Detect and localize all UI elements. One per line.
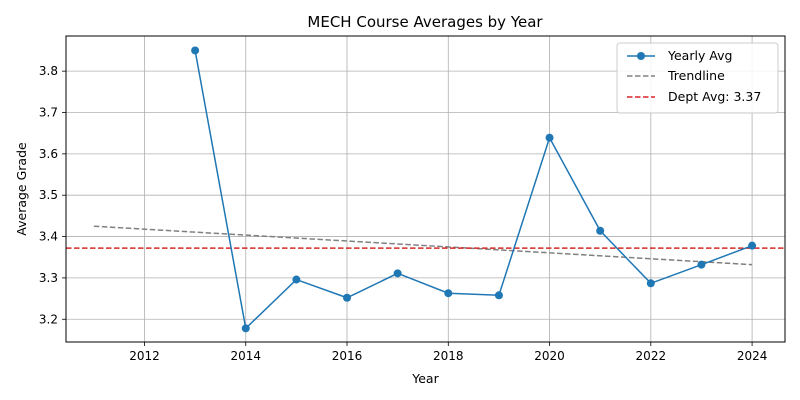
legend-label-dept-avg: Dept Avg: 3.37 (668, 89, 761, 104)
yearly-avg-point (596, 226, 605, 235)
yearly-avg-point (494, 291, 503, 300)
legend-label-trendline: Trendline (667, 68, 725, 83)
yearly-avg-point (292, 275, 301, 284)
chart-title: MECH Course Averages by Year (307, 13, 543, 31)
x-tick-label: 2018 (433, 349, 464, 363)
y-tick-label: 3.2 (39, 312, 58, 326)
yearly-avg-point (393, 269, 402, 278)
yearly-avg-point (444, 289, 453, 298)
yearly-avg-point (343, 293, 352, 302)
x-tick-label: 2022 (636, 349, 667, 363)
x-tick-label: 2014 (230, 349, 261, 363)
y-tick-label: 3.5 (39, 188, 58, 202)
x-tick-label: 2020 (534, 349, 565, 363)
legend: Yearly Avg Trendline Dept Avg: 3.37 (616, 42, 779, 114)
yearly-avg-line (194, 50, 753, 330)
x-tick-label: 2024 (737, 349, 768, 363)
trendline (93, 225, 753, 266)
legend-box (616, 42, 779, 114)
yearly-avg-point (241, 324, 250, 333)
yearly-avg-point (697, 260, 706, 269)
x-tick-label: 2012 (129, 349, 160, 363)
y-tick-label: 3.8 (39, 64, 58, 78)
yearly-avg-point (545, 133, 554, 142)
y-tick-label: 3.4 (39, 230, 58, 244)
plot-frame (65, 35, 786, 343)
y-tick-label: 3.3 (39, 271, 58, 285)
legend-label-yearly-avg: Yearly Avg (667, 48, 732, 63)
yearly-avg-point (191, 46, 200, 55)
legend-marker-yearly-avg (637, 52, 645, 60)
y-tick-label: 3.7 (39, 106, 58, 120)
y-tick-label: 3.6 (39, 147, 58, 161)
yearly-avg-point (646, 279, 655, 288)
x-axis-label: Year (411, 371, 439, 386)
axis-ticks: 2012 2014 2016 2018 2020 2022 2024 3.2 3.3 3.4 3.5… (39, 64, 767, 363)
yearly-avg-point (748, 241, 757, 250)
y-axis-label: Average Grade (14, 142, 29, 236)
plot-series (66, 46, 785, 333)
x-tick-label: 2016 (332, 349, 363, 363)
